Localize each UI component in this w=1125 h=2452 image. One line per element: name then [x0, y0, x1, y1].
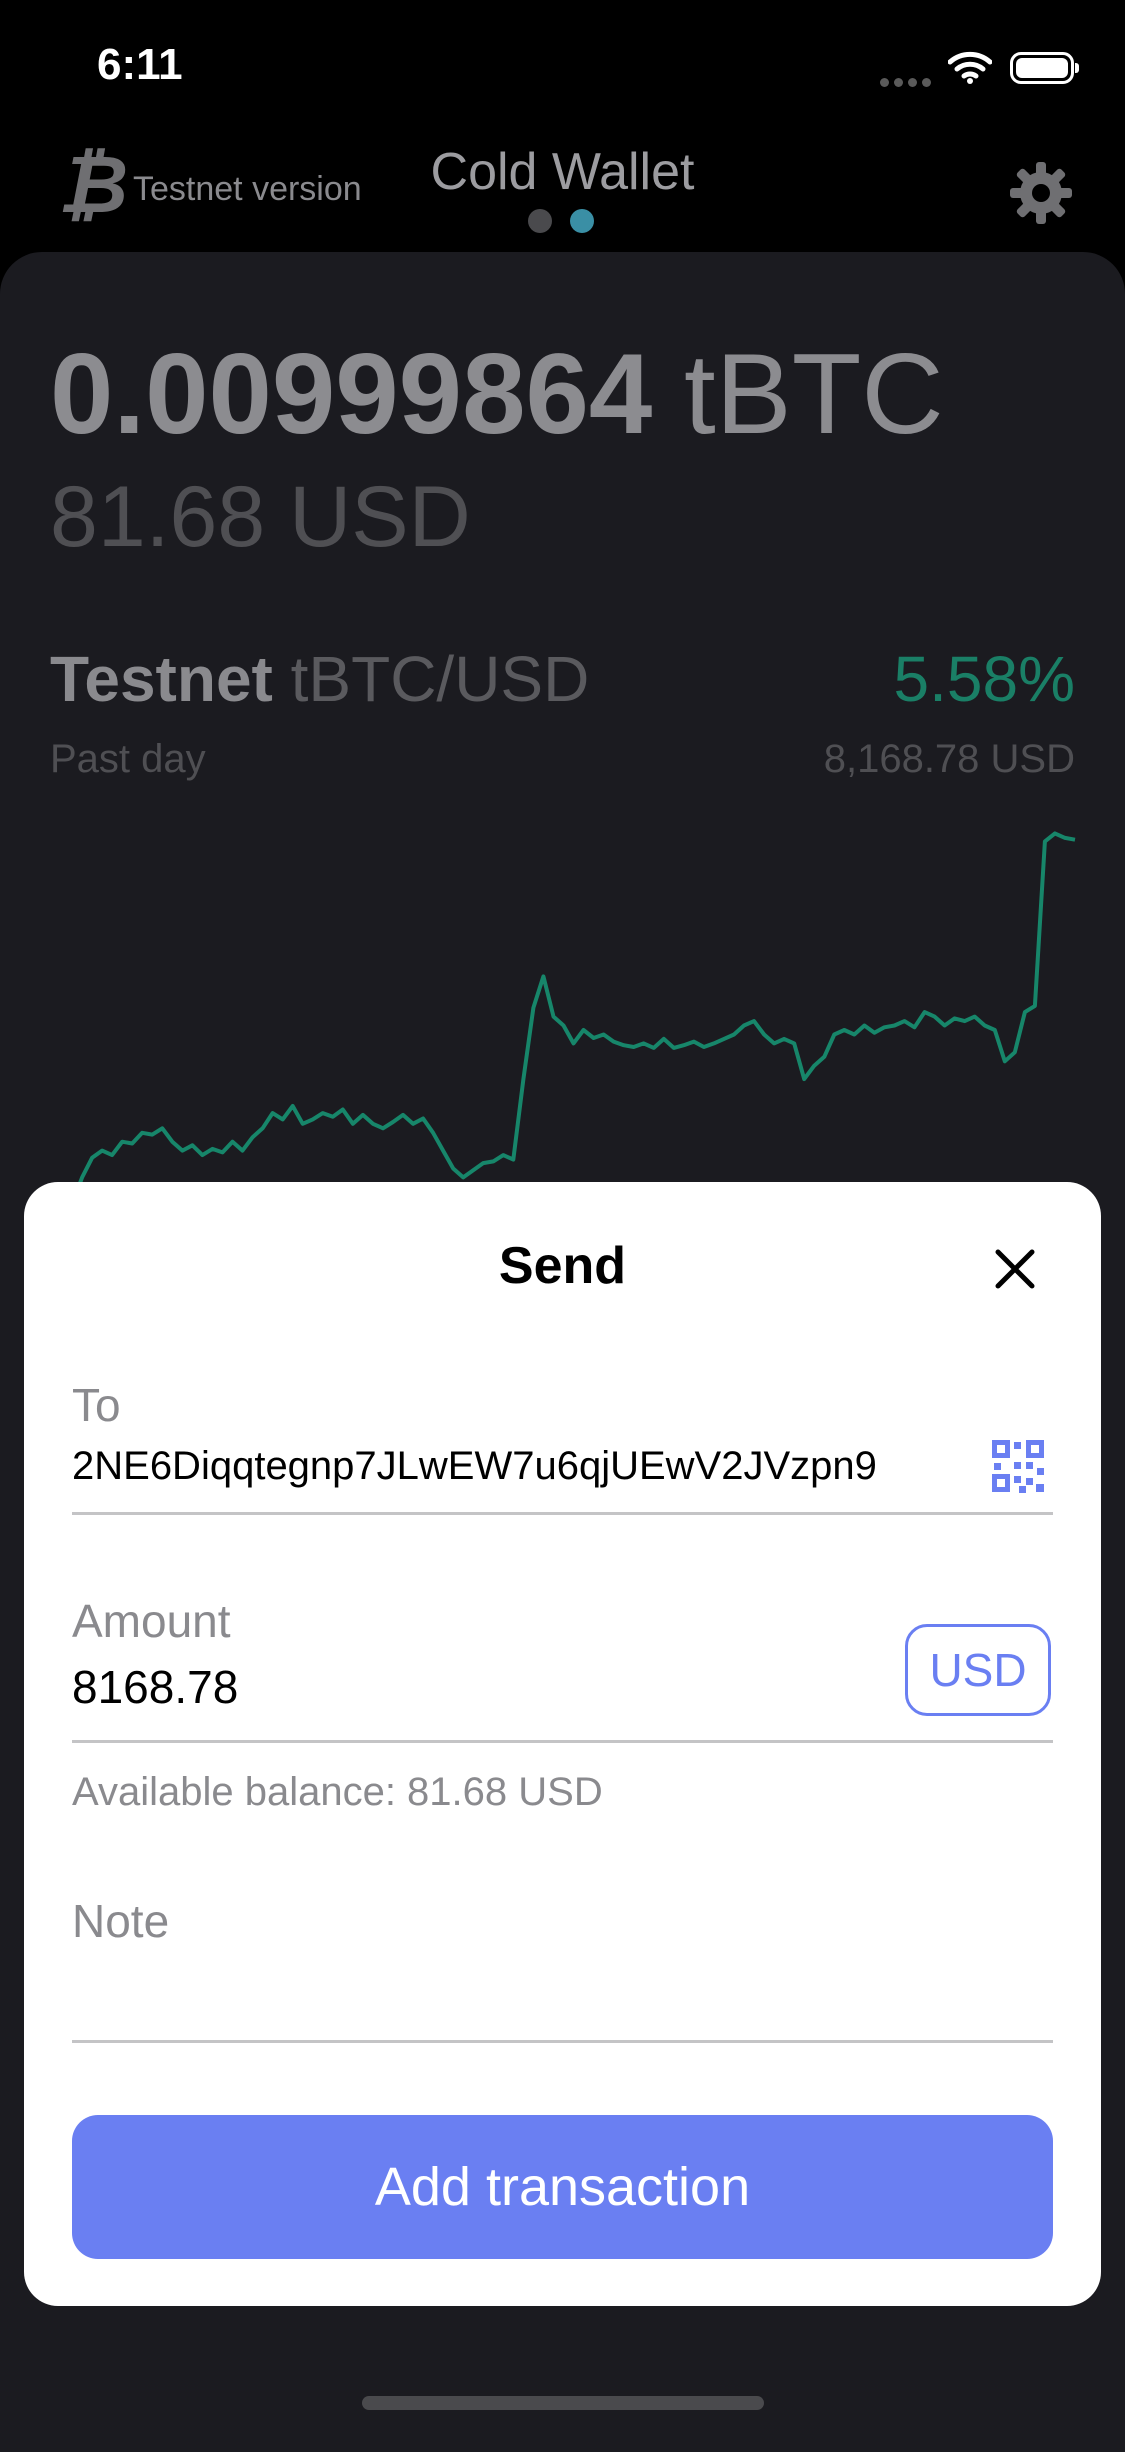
page-dot[interactable] — [528, 209, 552, 233]
status-time: 6:11 — [97, 40, 183, 89]
amount-input[interactable]: 8168.78 — [72, 1661, 239, 1713]
note-label: Note — [72, 1895, 170, 1947]
balance-crypto: 0.00999864 tBTC — [50, 330, 944, 460]
bitcoin-logo-icon: ₿ — [58, 140, 129, 229]
currency-toggle-button[interactable]: USD — [905, 1624, 1051, 1716]
close-icon[interactable] — [992, 1246, 1038, 1297]
chart-period: Past day — [50, 737, 206, 781]
pair-network: Testnet — [50, 643, 273, 715]
home-indicator[interactable] — [362, 2396, 764, 2410]
to-field-underline — [72, 1512, 1053, 1515]
price-line — [60, 831, 1076, 1227]
current-price: 8,168.78 USD — [823, 737, 1075, 781]
price-change-percent: 5.58% — [893, 643, 1075, 715]
note-input[interactable] — [72, 1972, 1053, 2022]
balance-unit: tBTC — [683, 331, 944, 458]
add-transaction-button[interactable]: Add transaction — [72, 2115, 1053, 2259]
price-chart — [60, 831, 1076, 1227]
recipient-address-field[interactable]: 2NE6Diqqtegnp7JLwEW7u6qjUEwV2JVzpn9 — [72, 1444, 877, 1488]
amount-label: Amount — [72, 1595, 231, 1647]
sheet-title: Send — [498, 1237, 627, 1295]
signal-icon — [880, 74, 936, 92]
send-sheet: Send To 2NE6Diqqtegnp7JLwEW7u6qjUEwV2JVz… — [24, 1182, 1101, 2306]
page-dot-active[interactable] — [570, 209, 594, 233]
gear-icon[interactable] — [1008, 160, 1074, 231]
balance-amount: 0.00999864 — [50, 331, 653, 458]
note-field-underline — [72, 2040, 1053, 2043]
wifi-icon — [947, 50, 993, 89]
page-indicator[interactable] — [528, 209, 594, 233]
balance-fiat: 81.68 USD — [50, 469, 471, 565]
amount-field-underline — [72, 1740, 1053, 1743]
qr-code-icon[interactable] — [990, 1438, 1046, 1499]
wallet-title: Cold Wallet — [430, 143, 695, 201]
trading-pair: Testnet tBTC/USD — [50, 642, 589, 716]
network-label: Testnet version — [133, 170, 362, 208]
battery-icon — [1010, 52, 1079, 84]
to-label: To — [72, 1379, 121, 1431]
pair-name: tBTC/USD — [290, 643, 590, 715]
available-balance: Available balance: 81.68 USD — [72, 1770, 603, 1814]
